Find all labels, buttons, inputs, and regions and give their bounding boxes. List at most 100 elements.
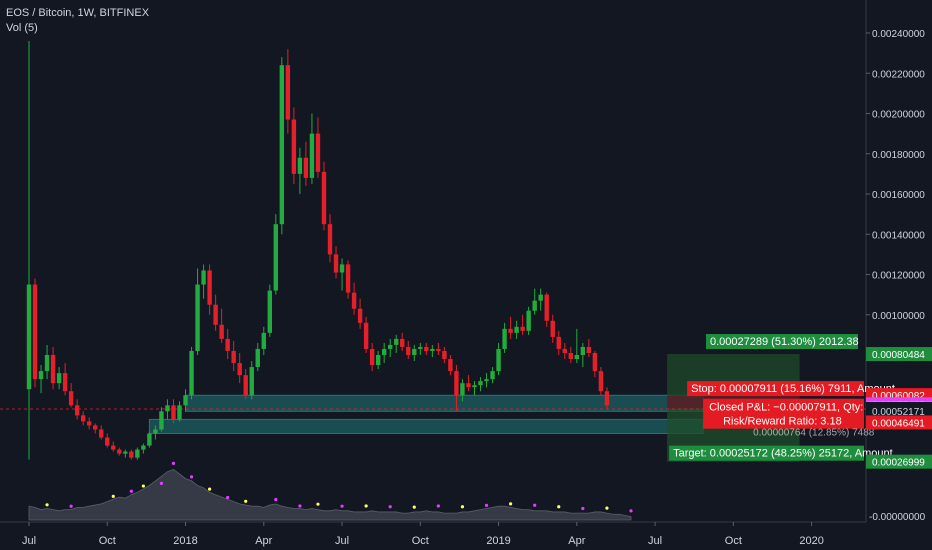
x-tick-label: Oct: [99, 535, 116, 547]
volume-indicator-title: Vol (5): [6, 22, 38, 34]
candle-body: [213, 304, 218, 325]
hidden-amount-label: 0.00000764 (12.85%) 7488: [753, 428, 875, 439]
candle-body: [99, 429, 104, 438]
candle-body: [598, 371, 604, 392]
candle-body: [381, 348, 387, 355]
target-label-box: [669, 445, 864, 461]
candle-body: [123, 451, 128, 454]
x-tick-label: Apr: [255, 535, 272, 547]
candle-body: [496, 348, 501, 372]
candle-body: [580, 346, 586, 355]
candle-body: [345, 264, 351, 293]
chart-legend: EOS / Bitcoin, 1W, BITFINEX Vol (5): [6, 6, 149, 36]
volume-marker: [226, 495, 230, 500]
candle-body: [351, 292, 357, 309]
candle-body: [544, 294, 549, 321]
x-tick-label: 2019: [486, 535, 510, 547]
volume-marker: [629, 509, 633, 513]
volume-marker: [189, 475, 194, 479]
candle-body: [556, 336, 561, 349]
price-label-box: [866, 415, 932, 430]
candle-body: [129, 451, 134, 458]
y-tick-label: 0.00100000: [872, 311, 925, 322]
candle-body: [357, 308, 363, 323]
candle-body: [279, 65, 285, 225]
candle-body: [291, 119, 297, 174]
candle-body: [315, 133, 321, 172]
candle-body: [267, 290, 272, 333]
candle-body: [32, 284, 38, 380]
x-tick-label: Oct: [725, 535, 742, 547]
price-label: 0.00052171: [872, 407, 925, 418]
candle-body: [454, 371, 459, 396]
candle-body: [297, 157, 303, 174]
volume-marker: [141, 484, 145, 488]
candle-body: [285, 65, 291, 120]
y-tick-label-zero: -0.00000000: [869, 512, 926, 523]
candle-body: [400, 338, 405, 347]
candle-body: [207, 270, 212, 305]
volume-marker: [69, 504, 73, 508]
volume-marker: [171, 461, 176, 465]
candle-body: [159, 411, 164, 430]
stop-label-box: [687, 381, 864, 397]
volume-marker: [244, 499, 248, 503]
candle-body: [147, 433, 152, 446]
volume-marker: [316, 502, 320, 506]
pnl-label: Closed P&L: −0.00007911, Qty: 31601: [709, 402, 897, 414]
y-tick-label: 0.00140000: [872, 230, 925, 241]
candle-body: [520, 326, 525, 331]
position-upper-label: 0.00027289 (51.30%) 2012.38: [710, 336, 859, 348]
candle-body: [44, 355, 50, 372]
volume-marker: [388, 505, 392, 509]
volume-marker: [581, 506, 585, 511]
price-label: 0.00060082: [872, 391, 925, 402]
candle-body: [604, 391, 610, 406]
price-label: 0.00046491: [872, 418, 925, 429]
volume-marker: [159, 481, 164, 486]
candle-body: [303, 157, 309, 178]
candle-body: [460, 383, 465, 396]
price-label: 0.00080484: [872, 350, 925, 361]
candle-body: [68, 391, 74, 406]
price-label-box: [866, 404, 932, 419]
candle-body: [418, 346, 423, 349]
candle-body: [550, 320, 555, 337]
candle-body: [231, 350, 236, 364]
candle-body: [369, 348, 375, 366]
candle-body: [183, 395, 188, 406]
candle-body: [327, 224, 333, 255]
candle-body: [526, 310, 531, 331]
candle-body: [177, 405, 182, 420]
candle-body: [339, 264, 345, 273]
candle-body: [237, 363, 242, 376]
candle-body: [466, 383, 471, 388]
candle-body: [538, 294, 543, 301]
candle-body: [478, 381, 483, 386]
candle-body: [171, 405, 176, 420]
volume-area: [28, 468, 632, 521]
candle-body: [201, 270, 206, 285]
y-tick-label: 0.00220000: [872, 69, 925, 80]
volume-marker: [274, 497, 278, 502]
x-tick-label: Oct: [412, 535, 429, 547]
candle-body: [309, 133, 315, 178]
x-tick-label: Jul: [648, 535, 662, 547]
target-label: Target: 0.00025172 (48.25%) 25172, Amoun…: [673, 448, 893, 460]
candle-body: [93, 425, 98, 430]
volume-marker: [460, 505, 465, 509]
candle-body: [532, 300, 537, 311]
candle-body: [153, 429, 158, 434]
candle-body: [406, 346, 411, 355]
candle-body: [508, 328, 513, 333]
volume-marker: [208, 487, 212, 491]
x-tick-label: Jul: [335, 535, 349, 547]
candle-body: [195, 284, 200, 351]
candle-body: [592, 352, 598, 372]
candle-body: [502, 328, 507, 349]
candle-body: [436, 348, 441, 351]
candle-body: [80, 415, 86, 422]
candle-body: [243, 375, 248, 396]
